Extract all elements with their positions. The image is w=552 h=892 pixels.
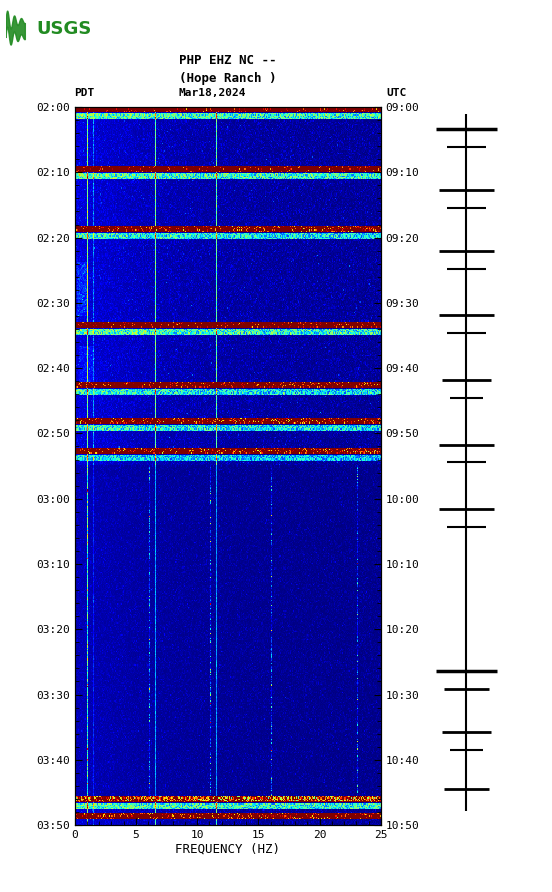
Text: USGS: USGS bbox=[36, 20, 91, 38]
Text: UTC: UTC bbox=[386, 88, 407, 98]
Text: Mar18,2024: Mar18,2024 bbox=[178, 88, 246, 98]
Text: PHP EHZ NC --: PHP EHZ NC -- bbox=[179, 54, 277, 67]
Text: (Hope Ranch ): (Hope Ranch ) bbox=[179, 71, 277, 85]
Text: PDT: PDT bbox=[75, 88, 95, 98]
X-axis label: FREQUENCY (HZ): FREQUENCY (HZ) bbox=[175, 843, 280, 855]
